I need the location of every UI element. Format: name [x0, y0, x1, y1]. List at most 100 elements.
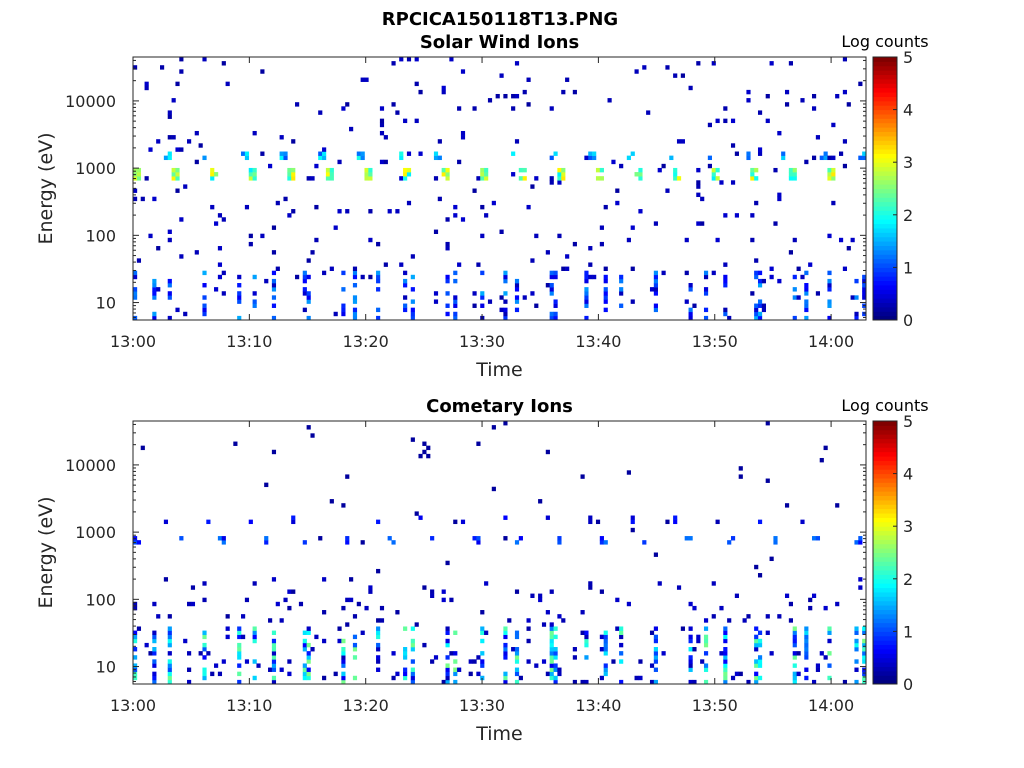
spectrogram-cell [827, 663, 832, 668]
spectrogram-cell [514, 655, 520, 660]
spectrogram-cell [804, 159, 809, 165]
spectrogram-cell [391, 61, 396, 66]
spectrogram-cell [653, 552, 658, 557]
spectrogram-cell [792, 679, 797, 685]
spectrogram-cell [368, 589, 373, 594]
spectrogram-cell [403, 278, 408, 284]
spectrogram-cell [133, 675, 138, 681]
colorbar-segment [873, 578, 897, 584]
colorbar-segment [873, 153, 897, 159]
spectrogram-cell [653, 659, 658, 664]
spectrogram-cell [318, 536, 323, 541]
spectrogram-cell [329, 167, 334, 173]
colorbar-segment [873, 157, 897, 163]
spectrogram-cell [325, 176, 331, 181]
spectrogram-cell [136, 176, 142, 181]
spectrogram-cell [190, 585, 196, 590]
spectrogram-cell [603, 671, 608, 677]
spectrogram-cell [480, 291, 485, 296]
spectrogram-cell [788, 618, 793, 623]
spectrogram-cell [653, 274, 658, 280]
spectrogram-cell [271, 655, 277, 660]
spectrogram-cell [140, 445, 145, 451]
spectrogram-cell [430, 536, 435, 541]
spectrogram-cell [152, 287, 157, 292]
colorbar-segment [873, 469, 897, 475]
spectrogram-cell [592, 274, 597, 280]
spectrogram-cell [514, 589, 520, 594]
spectrogram-cell [445, 663, 450, 668]
spectrogram-cell [796, 651, 801, 656]
spectrogram-cell [792, 295, 797, 300]
spectrogram-cell [707, 122, 712, 128]
spectrogram-cell [761, 303, 766, 308]
spectrogram-cell [792, 630, 797, 635]
spectrogram-cell [345, 209, 350, 214]
spectrogram-cell [252, 291, 257, 296]
spectrogram-cell [514, 671, 520, 677]
spectrogram-cell [445, 638, 450, 644]
spectrogram-cell [175, 172, 180, 177]
spectrogram-cell [252, 167, 257, 173]
spectrogram-cell [665, 519, 670, 525]
spectrogram-cell [476, 176, 481, 181]
spectrogram-cell [723, 659, 728, 664]
spectrogram-cell [703, 651, 709, 656]
spectrogram-cell [757, 519, 763, 525]
spectrogram-cell [410, 642, 415, 648]
spectrogram-cell [410, 437, 415, 442]
spectrogram-cell [630, 266, 635, 271]
spectrogram-cell [565, 254, 570, 259]
spectrogram-cell [634, 675, 639, 681]
spectrogram-cell [769, 266, 774, 271]
spectrogram-cell [136, 258, 142, 263]
spectrogram-cell [287, 671, 292, 677]
spectrogram-cell [835, 503, 840, 508]
spectrogram-cell [252, 659, 257, 664]
spectrogram-cell [800, 274, 805, 280]
spectrogram-cell [306, 671, 311, 677]
spectrogram-cell [291, 589, 296, 594]
spectrogram-cell [368, 237, 373, 243]
spectrogram-cell [750, 213, 755, 218]
spectrogram-cell [684, 237, 689, 243]
spectrogram-cell [271, 287, 277, 292]
spectrogram-cell [603, 291, 608, 296]
spectrogram-cell [422, 449, 427, 455]
colorbar-segment [873, 236, 897, 242]
spectrogram-cell [561, 266, 566, 271]
spectrogram-cell [680, 139, 685, 144]
colorbar-segment [873, 561, 897, 567]
spectrogram-cell [268, 618, 273, 623]
colorbar-segment [873, 184, 897, 189]
colorbar-segment [873, 679, 897, 685]
spectrogram-cell [322, 675, 327, 681]
spectrogram-cell [757, 283, 763, 288]
spectrogram-cell [518, 675, 523, 681]
spectrogram-cell [754, 675, 759, 681]
spectrogram-cell [437, 196, 442, 202]
spectrogram-cell [341, 663, 346, 668]
spectrogram-cell [584, 655, 589, 660]
colorbar-segment [873, 298, 897, 303]
colorbar-segment [873, 539, 897, 545]
colorbar-segment [873, 162, 897, 168]
spectrogram-cell [252, 638, 257, 644]
spectrogram-cell [360, 274, 365, 280]
spectrogram-cell [804, 642, 809, 648]
spectrogram-cell [302, 307, 307, 313]
spectrogram-cell [723, 647, 728, 652]
spectrogram-cell [368, 274, 373, 280]
spectrogram-cell [160, 65, 165, 70]
spectrogram-cell [395, 671, 400, 677]
spectrogram-cell [665, 65, 670, 70]
spectrogram-cell [549, 155, 554, 161]
spectrogram-cell [808, 262, 813, 267]
spectrogram-cell [349, 126, 354, 132]
spectrogram-cell [499, 307, 504, 313]
spectrogram-cell [514, 61, 520, 66]
spectrogram-cell [403, 270, 408, 276]
spectrogram-cell [619, 291, 624, 296]
spectrogram-cell [808, 605, 813, 611]
spectrogram-cell [480, 651, 485, 656]
